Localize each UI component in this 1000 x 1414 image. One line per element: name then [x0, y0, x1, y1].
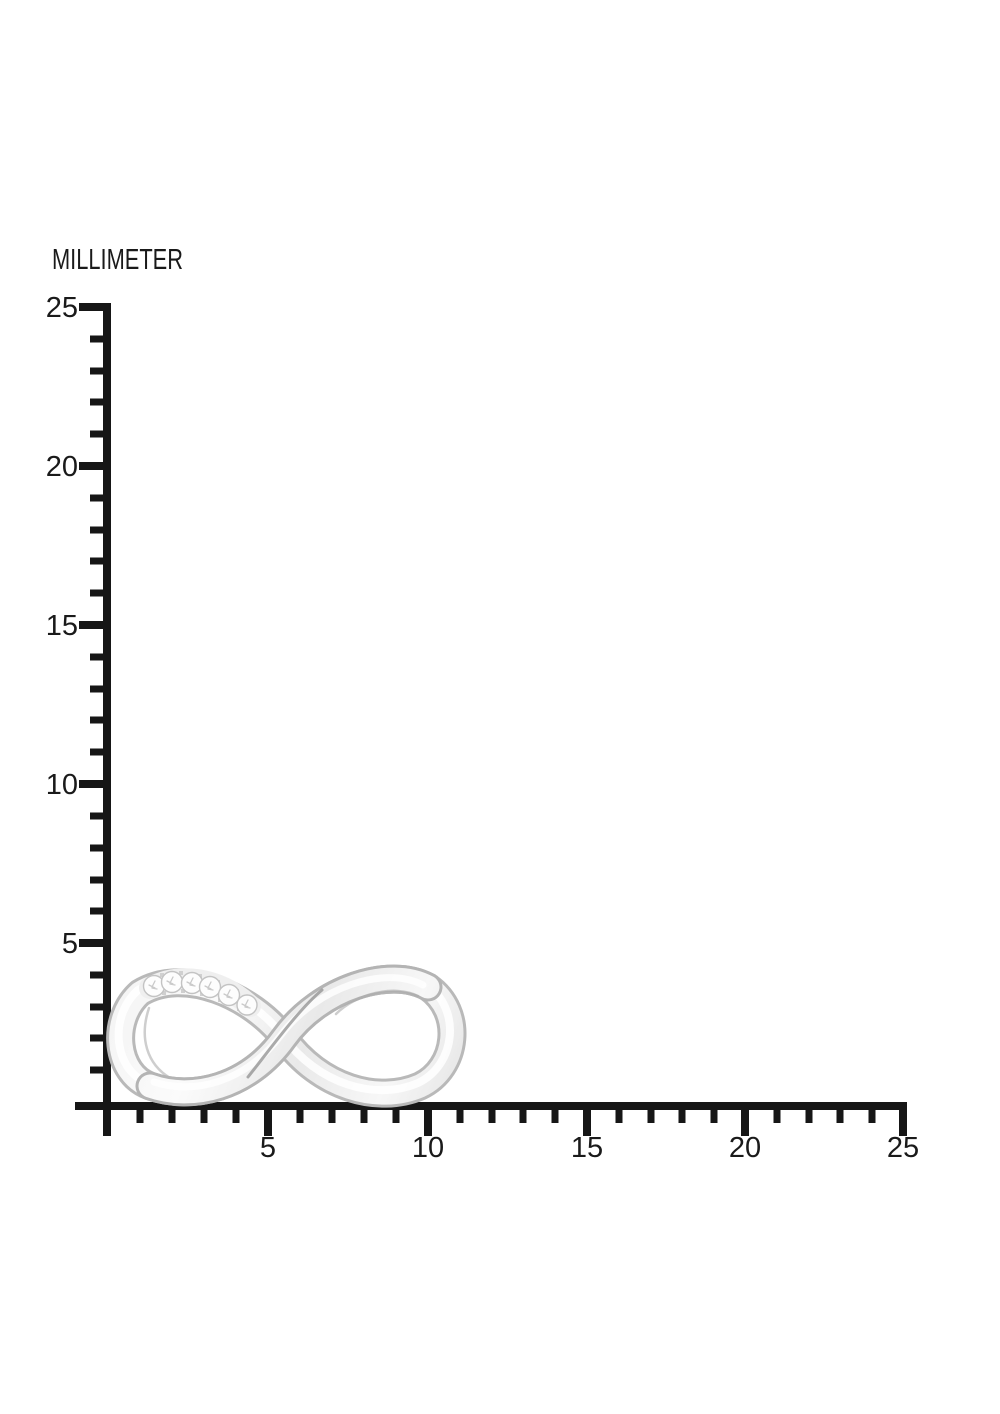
- stone-facets: [148, 976, 251, 1009]
- infinity-pendant: [106, 964, 467, 1108]
- pendant-left-hole-shade: [143, 1006, 172, 1080]
- x-axis-label-10: 10: [412, 1132, 444, 1164]
- x-axis-label-20: 20: [729, 1132, 761, 1164]
- x-axis-label-25: 25: [887, 1132, 919, 1164]
- stone: [217, 983, 241, 1007]
- y-axis-label-10: 10: [46, 769, 78, 801]
- y-minor-ticks: [90, 335, 107, 1074]
- x-major-ticks: [264, 1106, 907, 1136]
- x-axis-label-5: 5: [260, 1132, 276, 1164]
- unit-label: MILLIMETER: [52, 244, 183, 276]
- stone: [198, 975, 222, 999]
- y-major-ticks: [79, 303, 107, 947]
- stone: [236, 994, 258, 1016]
- pave-stones: [142, 970, 258, 1016]
- y-axis-label-25: 25: [46, 292, 78, 324]
- y-axis-label-20: 20: [46, 451, 78, 483]
- y-axis-label-5: 5: [62, 928, 78, 960]
- ruler-axes: [75, 303, 907, 1136]
- stone: [160, 970, 184, 994]
- y-axis-label-15: 15: [46, 610, 78, 642]
- x-axis-label-15: 15: [571, 1132, 603, 1164]
- x-minor-ticks: [136, 1106, 876, 1123]
- pendant-crossing-shade: [246, 988, 324, 1079]
- y-axis-labels: 25 20 15 10 5: [46, 292, 78, 960]
- pendant-right-hole-shade: [334, 989, 420, 1016]
- x-axis-labels: 5 10 15 20 25: [260, 1132, 919, 1164]
